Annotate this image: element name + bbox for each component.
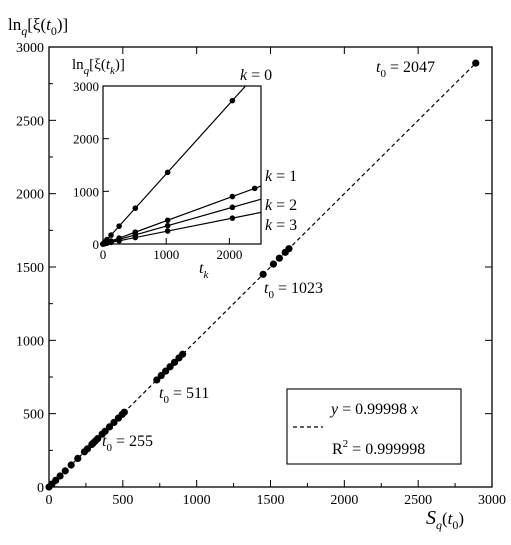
legend: y = 0.99998 x R2 = 0.999998 [286, 388, 462, 465]
inset-x-tick-label: 1000 [153, 247, 179, 262]
main-data-point [52, 476, 60, 484]
inset-series-line [102, 85, 246, 245]
main-data-point [285, 245, 293, 253]
inset-plot-frame [102, 85, 262, 245]
main-tick-labels: 0 500 1000 1500 2000 2500 3000 0 500 1000 1500 2000… [16, 41, 506, 508]
inset-data-point [116, 223, 122, 229]
main-y-tick-label: 1500 [16, 261, 44, 276]
main-data-point [170, 358, 179, 366]
main-y-tick-label: 3000 [16, 41, 44, 56]
inset-data-point [108, 232, 114, 238]
series-label-k2: k = 2 [265, 197, 297, 214]
main-data-point [101, 427, 109, 435]
annotation-t0-255: t0 = 255 [102, 433, 153, 454]
series-label-k0: k = 0 [240, 67, 272, 84]
main-data-point [179, 350, 187, 358]
inset-chart: 0 1000 2000 0 1000 2000 3000 lnq[ξ(tk)] tk k =… [72, 57, 297, 281]
inset-x-label: tk [199, 260, 209, 281]
main-data-point [83, 445, 91, 453]
inset-data-point [164, 222, 171, 229]
inset-data-point [132, 234, 139, 241]
main-x-tick-label: 1500 [257, 493, 285, 508]
main-y-label: lnq[ξ(t0)] [8, 15, 68, 38]
inset-data-point [229, 97, 236, 104]
main-y-tick-label: 2000 [16, 188, 44, 203]
inset-data-points [100, 97, 258, 247]
main-x-tick-label: 1000 [183, 493, 211, 508]
main-data-point [61, 467, 69, 475]
main-y-tick-label: 0 [37, 481, 44, 496]
main-data-point [157, 371, 165, 380]
main-data-point [275, 254, 283, 262]
inset-y-tick-label: 1000 [73, 184, 99, 199]
main-x-label: Sq(t0) [426, 507, 464, 532]
legend-r-squared: R2 = 0.999998 [332, 438, 425, 458]
series-label-k3: k = 3 [265, 217, 297, 234]
main-data-point [166, 363, 174, 371]
main-data-point [162, 367, 170, 375]
main-data-point [105, 423, 114, 431]
inset-data-point [229, 215, 236, 221]
main-data-point [94, 435, 102, 443]
inset-y-label: lnq[ξ(tk)] [72, 57, 125, 77]
main-data-point [269, 260, 278, 268]
inset-tick-labels: 0 1000 2000 0 1000 2000 3000 [73, 79, 242, 262]
main-data-point [67, 461, 75, 469]
main-x-tick-label: 500 [112, 493, 133, 508]
main-data-point [153, 376, 161, 384]
annotation-t0-2047: t0 = 2047 [376, 59, 435, 80]
main-data-point [74, 454, 82, 462]
inset-data-point [229, 193, 236, 200]
legend-fit-equation: y = 0.99998 x [329, 401, 418, 418]
annotation-t0-1023: t0 = 1023 [264, 280, 323, 301]
inset-data-point [251, 185, 258, 192]
main-data-point [472, 59, 480, 67]
inset-data-point [229, 204, 236, 211]
main-data-points [45, 59, 480, 491]
main-y-tick-label: 2500 [16, 114, 44, 129]
inset-x-tick-label: 2000 [216, 247, 242, 262]
main-y-tick-label: 500 [23, 408, 44, 423]
inset-y-tick-label: 2000 [73, 132, 99, 147]
inset-x-tick-label: 0 [100, 247, 107, 262]
main-data-point [259, 270, 267, 278]
inset-y-tick-label: 3000 [73, 79, 99, 94]
main-y-tick-label: 1000 [16, 334, 44, 349]
inset-data-point [116, 237, 122, 244]
inset-y-tick-label: 0 [93, 237, 100, 252]
main-x-tick-label: 2500 [404, 493, 432, 508]
series-label-k1: k = 1 [265, 168, 297, 185]
main-x-tick-label: 0 [46, 493, 53, 508]
inset-data-point [132, 205, 139, 212]
inset-data-point [164, 228, 171, 234]
main-axis-ticks [48, 46, 493, 488]
main-data-point [56, 472, 64, 480]
main-x-tick-label: 3000 [478, 493, 506, 508]
inset-data-point [164, 169, 171, 176]
main-data-point [110, 418, 118, 427]
inset-data-point [108, 239, 114, 246]
annotation-t0-511: t0 = 511 [159, 385, 209, 406]
inset-data-point [164, 217, 171, 224]
main-data-point [120, 408, 128, 416]
main-x-tick-label: 2000 [330, 493, 358, 508]
